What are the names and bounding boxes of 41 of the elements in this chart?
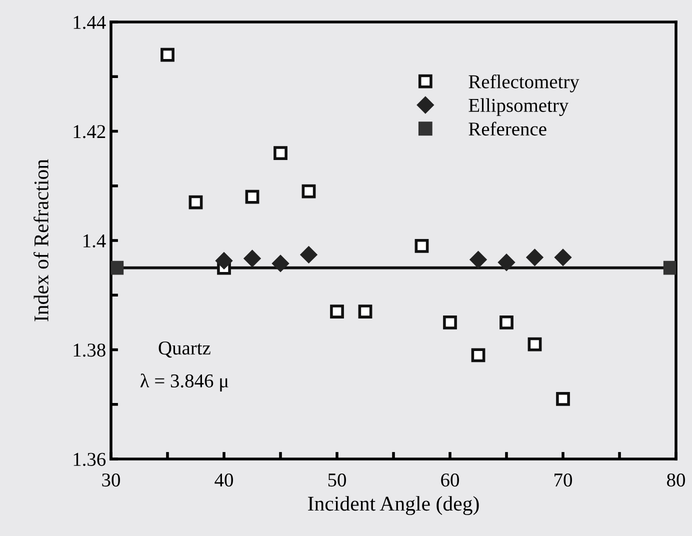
y-axis-title: Index of Refraction <box>34 159 48 322</box>
point <box>663 260 676 275</box>
point <box>330 304 344 318</box>
point <box>216 252 232 269</box>
x-tick-label: 30 <box>102 473 120 487</box>
point <box>443 315 457 330</box>
point <box>470 251 487 268</box>
point <box>274 146 288 160</box>
point <box>272 255 289 272</box>
point <box>498 254 515 271</box>
point <box>188 195 203 210</box>
legend-label: Reflectometry <box>468 74 580 92</box>
x-axis-title: Incident Angle (deg) <box>308 496 479 516</box>
point <box>556 392 570 406</box>
y-tick-label: 1.44 <box>74 16 106 30</box>
point <box>244 250 261 267</box>
point <box>414 239 429 253</box>
point <box>111 260 124 275</box>
x-tick-label: 50 <box>328 473 346 487</box>
annotation: Quartz <box>158 342 210 358</box>
point <box>302 184 316 198</box>
annotation: λ = 3.846 μ <box>140 374 228 392</box>
x-tick-label: 40 <box>214 473 233 487</box>
y-tick-label: 1.4 <box>84 234 106 248</box>
y-tick-label: 1.36 <box>74 452 106 466</box>
point <box>245 190 260 204</box>
legend-label: Ellipsometry <box>468 98 569 116</box>
point <box>528 337 542 352</box>
point <box>300 246 318 263</box>
y-tick-label: 1.38 <box>74 344 106 357</box>
point <box>526 249 544 266</box>
point <box>471 348 486 362</box>
legend-label: Reference <box>468 122 546 136</box>
point <box>554 249 572 266</box>
point <box>160 48 174 62</box>
x-tick-label: 60 <box>441 473 459 487</box>
x-tick-label: 70 <box>554 473 572 487</box>
point <box>358 304 372 318</box>
y-tick-label: 1.42 <box>74 125 106 138</box>
point <box>500 315 514 330</box>
x-tick-label: 80 <box>667 473 685 487</box>
